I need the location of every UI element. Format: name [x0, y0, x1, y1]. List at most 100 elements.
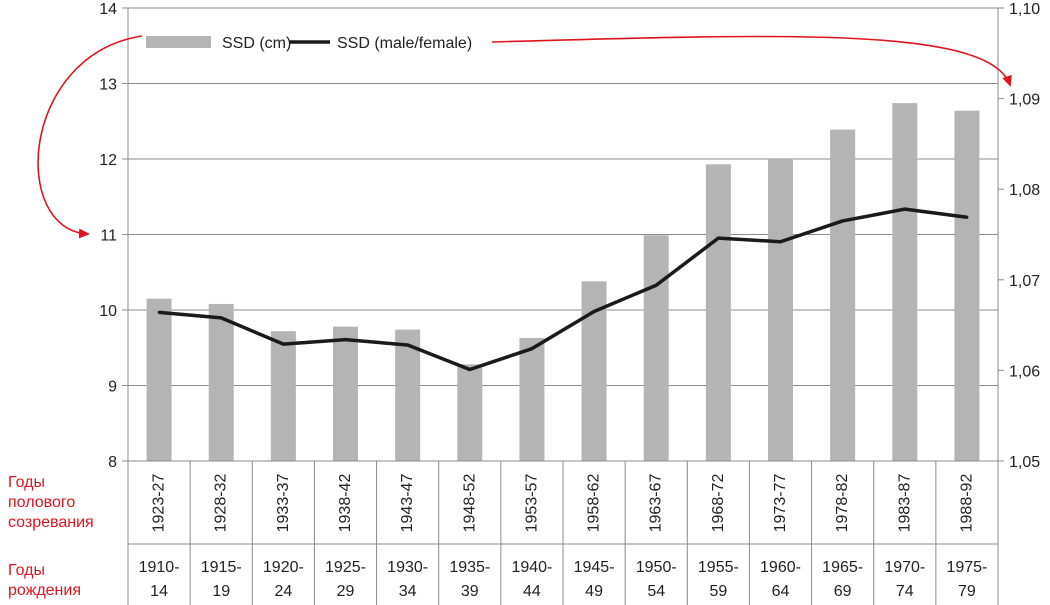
bar-1978-82 — [830, 129, 856, 461]
x-tick-label-birth-start: 1915- — [201, 559, 242, 576]
bar-1963-67 — [643, 235, 669, 461]
bar-1923-27 — [146, 298, 172, 461]
birth-label-line-1: Годы — [8, 562, 45, 579]
x-tick-label-birth-end: 34 — [399, 583, 417, 600]
x-tick-label-birth-end: 29 — [337, 583, 355, 600]
x-tick-label-puberty: 1933-37 — [275, 474, 292, 533]
birth-label-line-2: рождения — [8, 582, 81, 599]
x-tick-label-birth-end: 64 — [772, 583, 790, 600]
bar-1943-47 — [395, 329, 421, 461]
x-tick-label-birth-start: 1910- — [139, 559, 180, 576]
legend-label-ssd-cm: SSD (cm) — [222, 35, 291, 52]
bar-1953-57 — [519, 337, 545, 461]
x-tick-label-birth-start: 1940- — [511, 559, 552, 576]
left-tick-label: 11 — [100, 228, 117, 245]
puberty-label-line-2: полового — [8, 494, 76, 511]
legend: SSD (cm) SSD (male/female) — [146, 35, 472, 52]
x-tick-label-birth-end: 74 — [896, 583, 914, 600]
left-tick-label: 14 — [99, 1, 117, 18]
x-tick-label-birth-end: 59 — [709, 583, 727, 600]
x-tick-label-puberty: 1948-52 — [461, 474, 478, 533]
x-tick-label-birth-start: 1955- — [698, 559, 739, 576]
x-tick-label-birth-end: 54 — [647, 583, 665, 600]
puberty-years-label: Годы полового созревания — [8, 473, 94, 533]
line-ssd-male-female — [158, 207, 968, 372]
left-tick-label: 9 — [108, 379, 117, 396]
x-tick-label-birth-end: 14 — [150, 583, 168, 600]
left-tick-label: 13 — [99, 77, 117, 94]
arrow-to-right-axis — [491, 35, 1012, 87]
x-tick-label-birth-start: 1930- — [387, 559, 428, 576]
x-tick-label-birth-end: 24 — [274, 583, 292, 600]
line-series-ssd-ratio — [157, 207, 969, 372]
x-tick-label-puberty: 1978-82 — [834, 474, 851, 533]
bar-series-ssd-cm — [146, 103, 980, 462]
x-tick-label-birth-start: 1975- — [946, 559, 987, 576]
line-point-1953-57 — [530, 347, 534, 351]
right-tick-label: 1,08 — [1009, 182, 1040, 199]
bar-1938-42 — [333, 326, 358, 461]
tick-labels: 8 9 10 11 12 13 14 1,05 1,06 1,07 1,08 1,09 1,10 — [99, 1, 1040, 471]
bar-1968-72 — [705, 164, 731, 461]
left-tick-label: 10 — [99, 303, 117, 320]
right-tick-label: 1,10 — [1009, 1, 1040, 18]
left-tick-label: 8 — [108, 454, 117, 471]
x-tick-label-puberty: 1943-47 — [399, 474, 416, 533]
x-tick-label-puberty: 1928-32 — [213, 474, 230, 533]
puberty-label-line-1: Годы — [8, 474, 45, 491]
x-tick-label-birth-start: 1935- — [449, 559, 490, 576]
bar-1928-32 — [208, 303, 234, 461]
line-point-1948-52 — [468, 367, 472, 371]
line-point-1968-72 — [716, 236, 720, 240]
x-tick-label-birth-end: 39 — [461, 583, 479, 600]
line-point-1988-92 — [965, 215, 969, 219]
x-tick-label-puberty: 1963-67 — [648, 474, 665, 533]
line-point-1923-27 — [157, 310, 161, 314]
x-tick-label-birth-start: 1950- — [636, 559, 677, 576]
bar-1983-87 — [892, 103, 918, 461]
x-tick-label-birth-end: 19 — [212, 583, 230, 600]
x-tick-label-birth-start: 1970- — [884, 559, 925, 576]
x-tick-label-puberty: 1923-27 — [151, 474, 168, 533]
line-point-1928-32 — [219, 316, 223, 320]
line-point-1933-37 — [281, 342, 285, 346]
x-tick-label-puberty: 1953-57 — [523, 474, 540, 533]
x-tick-label-puberty: 1958-62 — [586, 474, 603, 533]
line-point-1978-82 — [841, 219, 845, 223]
x-tick-label-birth-end: 49 — [585, 583, 603, 600]
x-tick-label-birth-end: 44 — [523, 583, 541, 600]
right-tick-label: 1,07 — [1009, 273, 1040, 290]
category-table: 1923-27 1928-32 1933-37 1938-42 1943-47 1948-… — [127, 461, 999, 605]
line-point-1963-67 — [654, 283, 658, 287]
x-tick-label-birth-end: 79 — [958, 583, 976, 600]
right-tick-label: 1,06 — [1009, 363, 1040, 380]
x-tick-label-birth-start: 1960- — [760, 559, 801, 576]
bar-1973-77 — [768, 159, 793, 461]
x-tick-label-puberty: 1988-92 — [958, 474, 975, 533]
right-tick-label: 1,09 — [1009, 92, 1040, 109]
x-tick-label-birth-start: 1965- — [822, 559, 863, 576]
legend-label-ssd-ratio: SSD (male/female) — [337, 35, 472, 52]
x-tick-label-birth-start: 1945- — [574, 559, 615, 576]
x-tick-label-puberty: 1983-87 — [896, 474, 913, 533]
puberty-label-line-3: созревания — [8, 514, 94, 531]
annotation-arrows — [37, 35, 1012, 239]
bar-1948-52 — [457, 364, 483, 461]
x-tick-label-puberty: 1968-72 — [710, 474, 727, 533]
line-point-1938-42 — [344, 338, 347, 342]
arrow-to-left-axis — [37, 35, 143, 239]
bar-1988-92 — [954, 110, 980, 462]
left-tick-label: 12 — [99, 152, 117, 169]
line-point-1958-62 — [592, 310, 596, 314]
bar-1933-37 — [270, 331, 296, 461]
line-point-1943-47 — [406, 343, 410, 347]
x-tick-label-birth-start: 1925- — [325, 559, 366, 576]
line-point-1983-87 — [903, 207, 907, 211]
x-tick-label-birth-end: 69 — [834, 583, 852, 600]
birth-years-label: Годы рождения — [8, 561, 81, 601]
legend-swatch-bar — [146, 36, 211, 48]
line-point-1973-77 — [779, 240, 782, 244]
right-tick-label: 1,05 — [1009, 454, 1040, 471]
x-tick-label-birth-start: 1920- — [263, 559, 304, 576]
